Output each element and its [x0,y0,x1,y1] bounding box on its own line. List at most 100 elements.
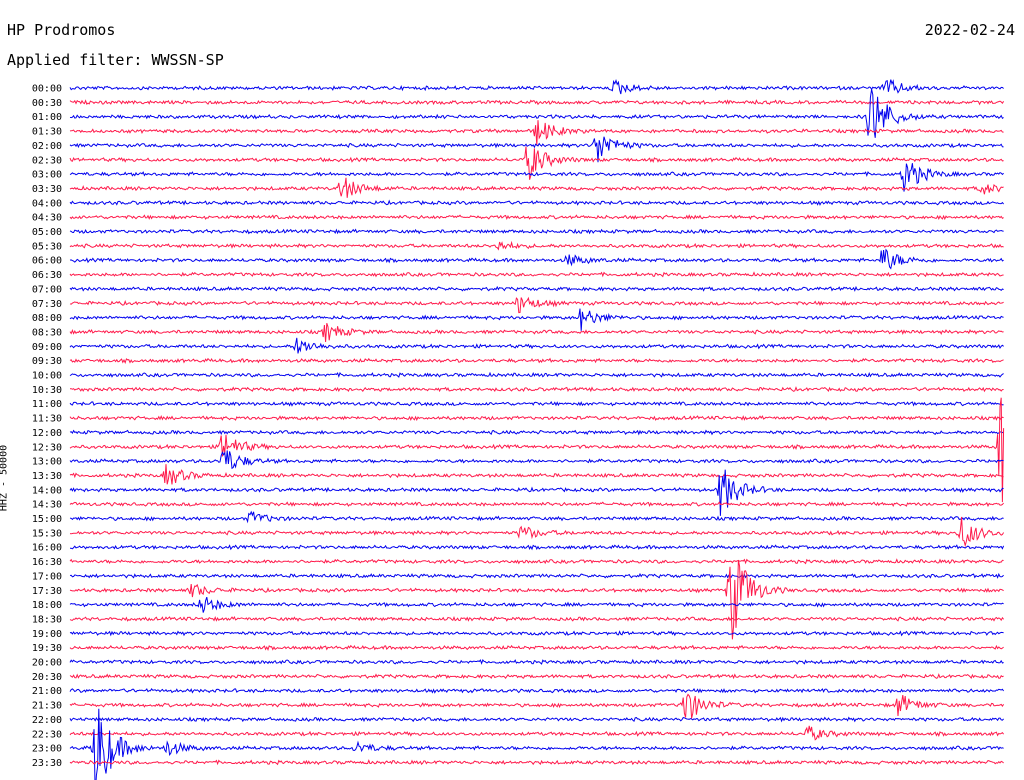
trace-line [69,271,1004,278]
date-label: 2022-02-24 [924,21,1015,39]
tick-label: 11:30 [32,414,62,425]
trace-line [69,596,1004,613]
tick-label: 10:30 [32,385,62,396]
trace-line [69,516,1005,548]
tick-label: 16:00 [32,543,62,554]
trace-line [69,464,1004,485]
tick-labels: 00:00 00:30 01:00 01:30 02:00 02:30 03:00 03:30… [32,84,62,769]
tick-label: 22:00 [32,715,62,726]
tick-label: 19:30 [32,643,62,654]
tick-label: 00:00 [32,84,62,95]
trace-line [69,501,1004,508]
tick-label: 06:00 [32,256,62,267]
trace-line [69,688,1005,694]
tick-label: 08:00 [32,313,62,324]
tick-label: 13:30 [32,471,62,482]
trace-line [69,371,1004,378]
trace-line [69,240,1004,251]
trace-line [69,616,1004,622]
tick-label: 09:00 [32,342,62,353]
trace-line [69,644,1004,651]
trace-line [69,708,1004,780]
tick-label: 02:30 [32,155,62,166]
trace-line [69,323,1004,343]
trace-line [69,146,1004,180]
tick-label: 06:30 [32,270,62,281]
station-title: HP Prodromos [7,21,116,39]
tick-label: 01:00 [32,112,62,123]
tick-label: 15:00 [32,514,62,525]
tick-label: 23:30 [32,758,62,769]
trace-line [69,414,1004,422]
trace-line [69,199,1004,206]
trace-line [69,214,1004,221]
trace-line [69,228,1004,235]
tick-label: 07:30 [32,299,62,310]
trace-line [69,693,1005,719]
trace-line [69,285,1004,292]
tick-label: 03:30 [32,184,62,195]
trace-line [69,248,1004,270]
tick-label: 20:00 [32,658,62,669]
trace-line [69,450,1004,470]
tick-label: 02:00 [32,141,62,152]
trace-line [69,400,1004,407]
tick-label: 14:00 [32,485,62,496]
trace-line [69,163,1004,192]
tick-label: 08:30 [32,327,62,338]
trace-line [69,78,1004,95]
tick-label: 18:30 [32,614,62,625]
tick-label: 11:00 [32,399,62,410]
trace-line [69,120,1004,146]
trace-line [69,559,1004,640]
trace-line [69,397,1005,503]
tick-label: 16:30 [32,557,62,568]
trace-line [69,658,1004,665]
trace-line [69,759,1004,766]
trace-line [69,544,1005,551]
tick-label: 20:30 [32,672,62,683]
trace-line [69,469,1004,516]
tick-label: 10:00 [32,371,62,382]
trace-line [69,136,1004,163]
trace-line [69,296,1004,314]
tick-label: 04:00 [32,198,62,209]
filter-label: Applied filter: WWSSN-SP [7,51,224,69]
trace-line [69,89,1004,138]
trace-line [69,725,1004,741]
trace-line [69,308,1004,331]
tick-label: 18:00 [32,600,62,611]
trace-line [69,99,1005,106]
tick-label: 14:30 [32,500,62,511]
tick-label: 00:30 [32,98,62,109]
tick-label: 15:30 [32,528,62,539]
trace-line [69,572,1004,579]
trace-line [69,673,1004,680]
tick-label: 17:00 [32,571,62,582]
tick-label: 19:00 [32,629,62,640]
trace-line [70,386,1004,393]
trace-line [69,177,1004,198]
trace-lines [69,78,1005,780]
tick-label: 09:30 [32,356,62,367]
tick-label: 12:30 [32,442,62,453]
tick-label: 17:30 [32,586,62,597]
tick-label: 23:00 [32,744,62,755]
tick-label: 01:30 [32,127,62,138]
tick-label: 13:00 [32,457,62,468]
trace-line [69,510,1004,524]
trace-line [69,357,1004,364]
trace-line [69,337,1004,354]
tick-label: 22:30 [32,729,62,740]
tick-label: 03:00 [32,170,62,181]
tick-label: 04:30 [32,213,62,224]
trace-line [69,558,1004,565]
trace-line [69,716,1004,723]
tick-label: 07:00 [32,284,62,295]
trace-line [69,630,1004,637]
tick-label: 05:00 [32,227,62,238]
trace-line [69,429,1004,436]
tick-label: 12:00 [32,428,62,439]
tick-label: 21:00 [32,686,62,697]
